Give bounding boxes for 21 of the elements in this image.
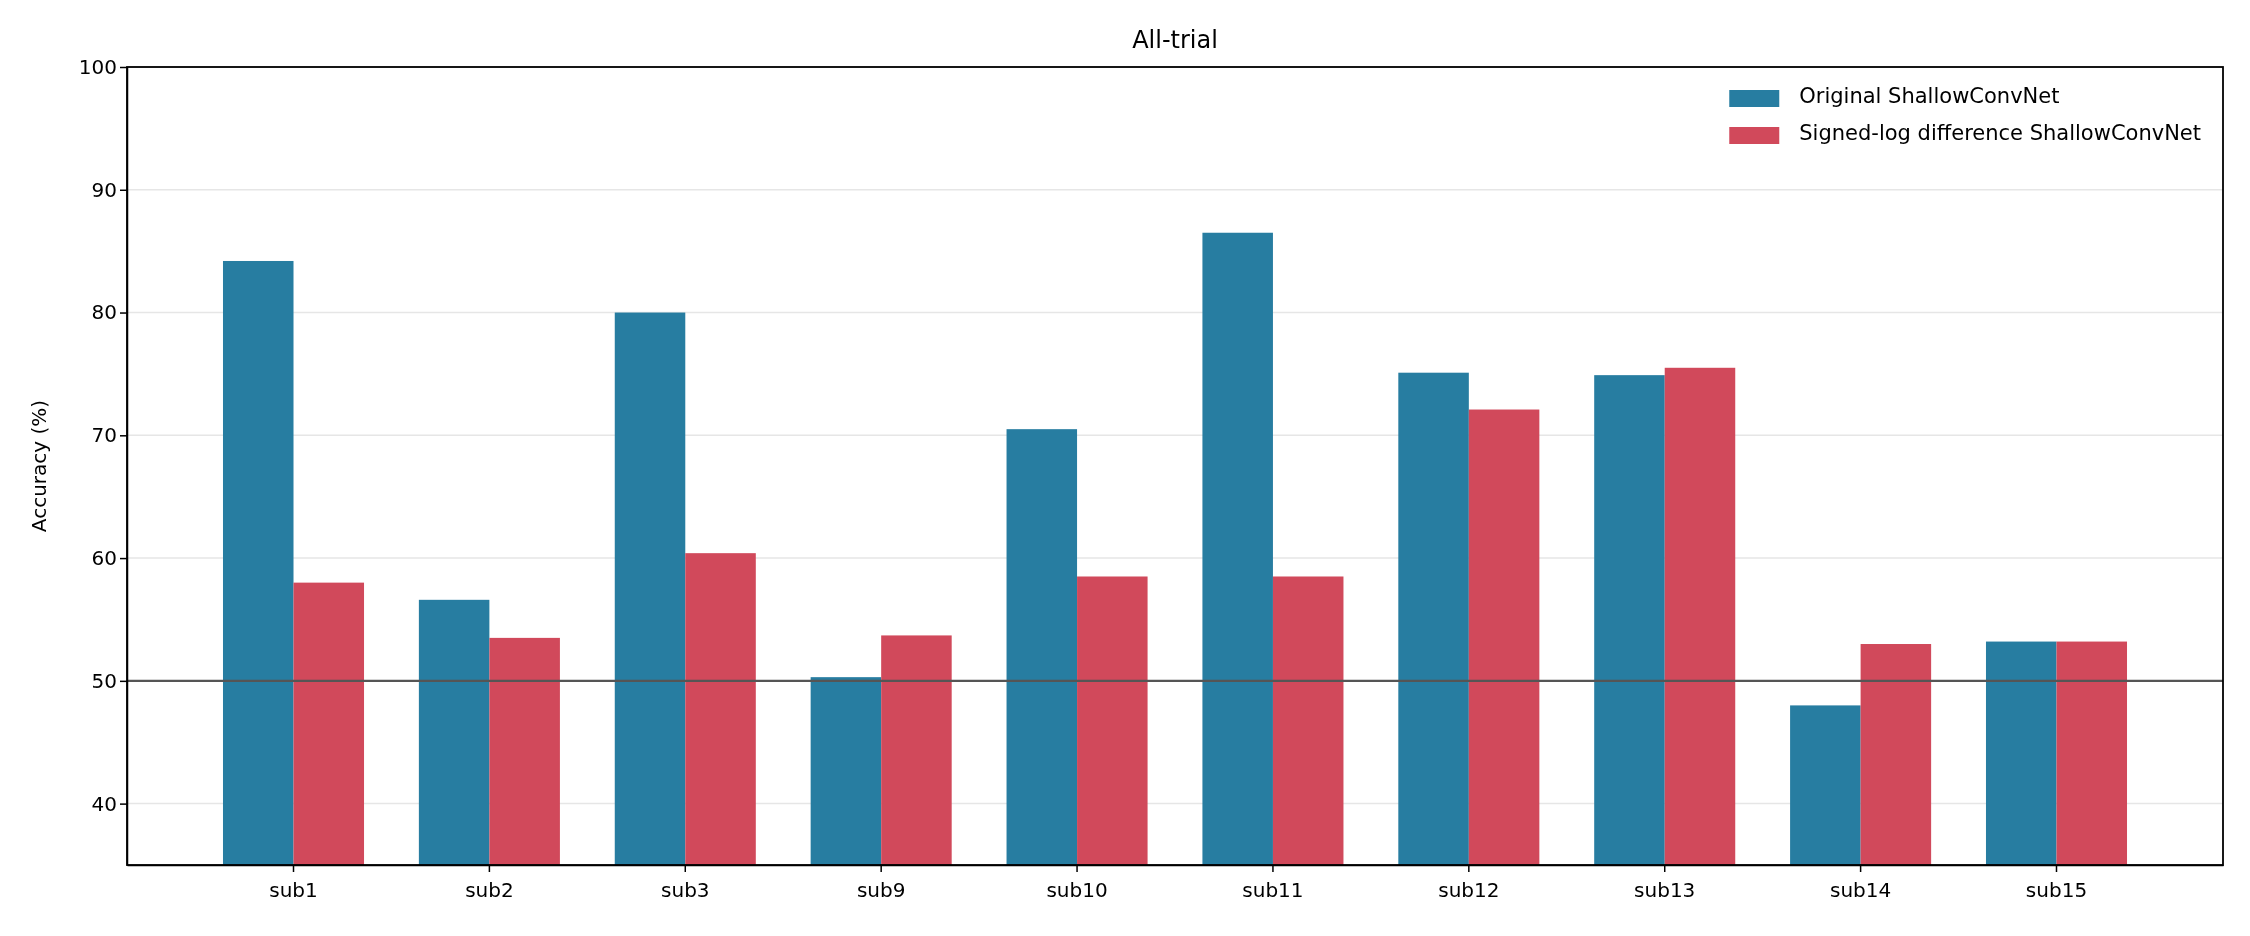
y-tick-label: 60	[91, 545, 117, 570]
x-tick-label: sub15	[2025, 878, 2088, 902]
y-tick-label: 70	[91, 423, 117, 448]
y-tick-label: 90	[91, 177, 117, 202]
x-tick-label: sub2	[465, 878, 514, 902]
y-tick-label: 40	[91, 791, 117, 816]
y-axis-title: Accuracy (%)	[27, 399, 51, 533]
x-tick-label: sub13	[1634, 878, 1696, 902]
legend-label: Signed-log difference ShallowConvNet	[1799, 121, 2201, 145]
x-tick-label: sub10	[1046, 878, 1108, 902]
y-tick-label: 50	[91, 668, 117, 693]
legend-label: Original ShallowConvNet	[1799, 84, 2060, 108]
y-tick-label: 100	[78, 54, 117, 79]
x-tick-label: sub11	[1242, 878, 1304, 902]
x-tick-label: sub9	[856, 878, 906, 902]
x-tick-label: sub12	[1438, 878, 1500, 902]
x-tick-label: sub1	[269, 878, 318, 902]
x-tick-label: sub14	[1829, 878, 1892, 902]
y-tick-label: 80	[91, 300, 117, 325]
chart-title: All-trial	[1132, 26, 1218, 54]
x-tick-label: sub3	[661, 878, 710, 902]
